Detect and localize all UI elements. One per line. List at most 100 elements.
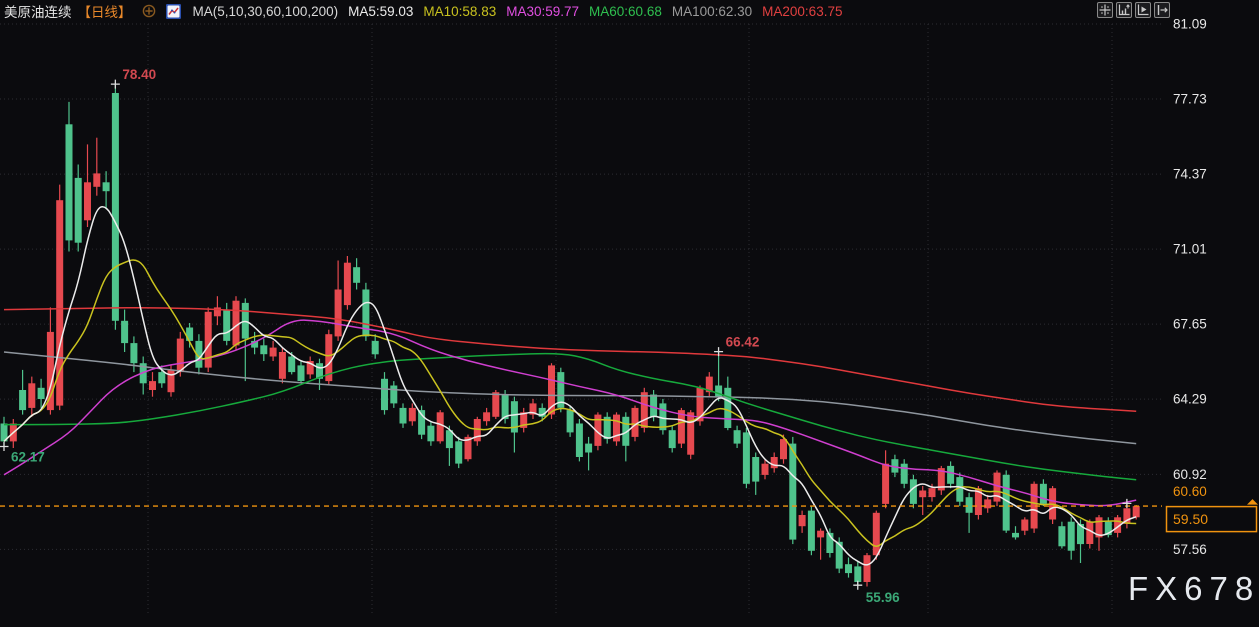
candle-body bbox=[510, 401, 518, 433]
candle-body bbox=[974, 488, 982, 515]
candle-body bbox=[353, 267, 361, 283]
candle-body bbox=[399, 407, 407, 424]
extreme-cross-marker bbox=[853, 580, 863, 590]
candle-body bbox=[724, 387, 732, 428]
candle-body bbox=[640, 392, 648, 428]
auto-play-button[interactable] bbox=[1135, 2, 1151, 18]
candle-body bbox=[492, 392, 500, 417]
candle-body bbox=[464, 436, 472, 460]
candle-body bbox=[37, 387, 45, 399]
candle-body bbox=[325, 334, 333, 382]
candle-body bbox=[436, 412, 444, 442]
candle-body bbox=[603, 416, 611, 440]
candle-body bbox=[696, 387, 704, 422]
low-price-annotation: 62.17 bbox=[11, 450, 45, 465]
candle-body bbox=[121, 320, 129, 344]
candle-body bbox=[316, 363, 323, 379]
chart-thumbnail-icon bbox=[165, 3, 181, 19]
candle-body bbox=[1077, 524, 1084, 545]
price-flag-marker bbox=[1247, 499, 1258, 505]
candle-body bbox=[111, 93, 119, 321]
candle-body bbox=[186, 327, 194, 341]
candle-body bbox=[585, 443, 593, 453]
candle-body bbox=[780, 439, 787, 460]
play-chart-icon bbox=[1137, 4, 1149, 16]
crosshair-tool-button[interactable] bbox=[1097, 2, 1113, 18]
ma-settings-label: MA(5,10,30,60,100,200) bbox=[192, 3, 339, 19]
candle-body bbox=[594, 414, 602, 446]
axis-price-label: 57.56 bbox=[1173, 542, 1207, 557]
candle-body bbox=[102, 182, 110, 192]
candle-body bbox=[835, 541, 843, 569]
candle-body bbox=[668, 430, 676, 449]
candle-body bbox=[817, 530, 825, 538]
candle-body bbox=[251, 340, 259, 348]
candle-body bbox=[0, 423, 8, 442]
candle-body bbox=[56, 200, 64, 406]
extreme-cross-marker bbox=[714, 347, 724, 357]
candle-body bbox=[659, 403, 667, 431]
shift-right-button[interactable] bbox=[1154, 2, 1170, 18]
axis-price-label: 81.09 bbox=[1173, 17, 1207, 32]
extreme-cross-marker bbox=[0, 442, 9, 451]
candle-body bbox=[742, 432, 750, 484]
axis-scale-button[interactable] bbox=[1116, 2, 1132, 18]
candle-body bbox=[1132, 506, 1140, 518]
candle-body bbox=[28, 383, 36, 408]
candle-body bbox=[501, 394, 509, 420]
candle-body bbox=[705, 376, 713, 393]
extreme-cross-marker bbox=[1122, 498, 1132, 508]
candle-body bbox=[223, 309, 231, 341]
axis-price-label: 74.37 bbox=[1173, 167, 1207, 182]
circle-plus-icon[interactable] bbox=[142, 4, 156, 18]
candle-body bbox=[260, 345, 268, 355]
candle-body bbox=[965, 497, 973, 513]
ma30-line bbox=[3, 319, 1137, 507]
reference-price-label: 60.60 bbox=[1173, 484, 1207, 499]
ma60-line bbox=[3, 352, 1137, 481]
candle-body bbox=[445, 430, 453, 449]
extreme-cross-marker bbox=[110, 79, 120, 89]
candle-body bbox=[362, 289, 370, 337]
ma100-line bbox=[3, 351, 1137, 445]
candle-body bbox=[1114, 517, 1122, 533]
candle-body bbox=[232, 300, 240, 346]
candle-body bbox=[807, 510, 815, 551]
candle-body bbox=[1039, 483, 1047, 504]
axis-price-label: 71.01 bbox=[1173, 242, 1207, 257]
candle-body bbox=[288, 356, 296, 373]
candle-body bbox=[650, 394, 658, 417]
candle-body bbox=[473, 419, 481, 442]
high-price-annotation: 78.40 bbox=[122, 67, 156, 82]
candle-body bbox=[1067, 521, 1075, 551]
candle-body bbox=[909, 479, 917, 504]
candle-body bbox=[408, 407, 416, 422]
candle-body bbox=[1123, 508, 1131, 524]
ma200-value: MA200:63.75 bbox=[762, 3, 843, 19]
candle-body bbox=[947, 465, 955, 484]
candle-body bbox=[1012, 532, 1019, 538]
candle-body bbox=[798, 515, 806, 527]
candle-body bbox=[381, 378, 388, 411]
candle-body bbox=[770, 457, 778, 469]
candle-body bbox=[520, 412, 528, 428]
candle-body bbox=[891, 459, 899, 473]
candle-body bbox=[687, 412, 695, 455]
chart-toolbar bbox=[1097, 2, 1170, 18]
candle-body bbox=[149, 381, 156, 390]
axis-scale-icon bbox=[1118, 4, 1130, 16]
candle-body bbox=[900, 463, 908, 484]
candle-body bbox=[93, 173, 101, 187]
candle-body bbox=[418, 410, 426, 435]
period-label: 【日线】 bbox=[77, 5, 132, 20]
candle-body bbox=[343, 262, 351, 306]
axis-price-label: 64.29 bbox=[1173, 392, 1207, 407]
candle-body bbox=[789, 443, 797, 540]
candle-body bbox=[176, 338, 184, 373]
last-price-box bbox=[1165, 505, 1258, 533]
candle-body bbox=[427, 425, 435, 442]
axis-price-label: 77.73 bbox=[1173, 92, 1207, 107]
candle-body bbox=[752, 457, 760, 482]
crosshair-icon bbox=[1099, 4, 1111, 16]
